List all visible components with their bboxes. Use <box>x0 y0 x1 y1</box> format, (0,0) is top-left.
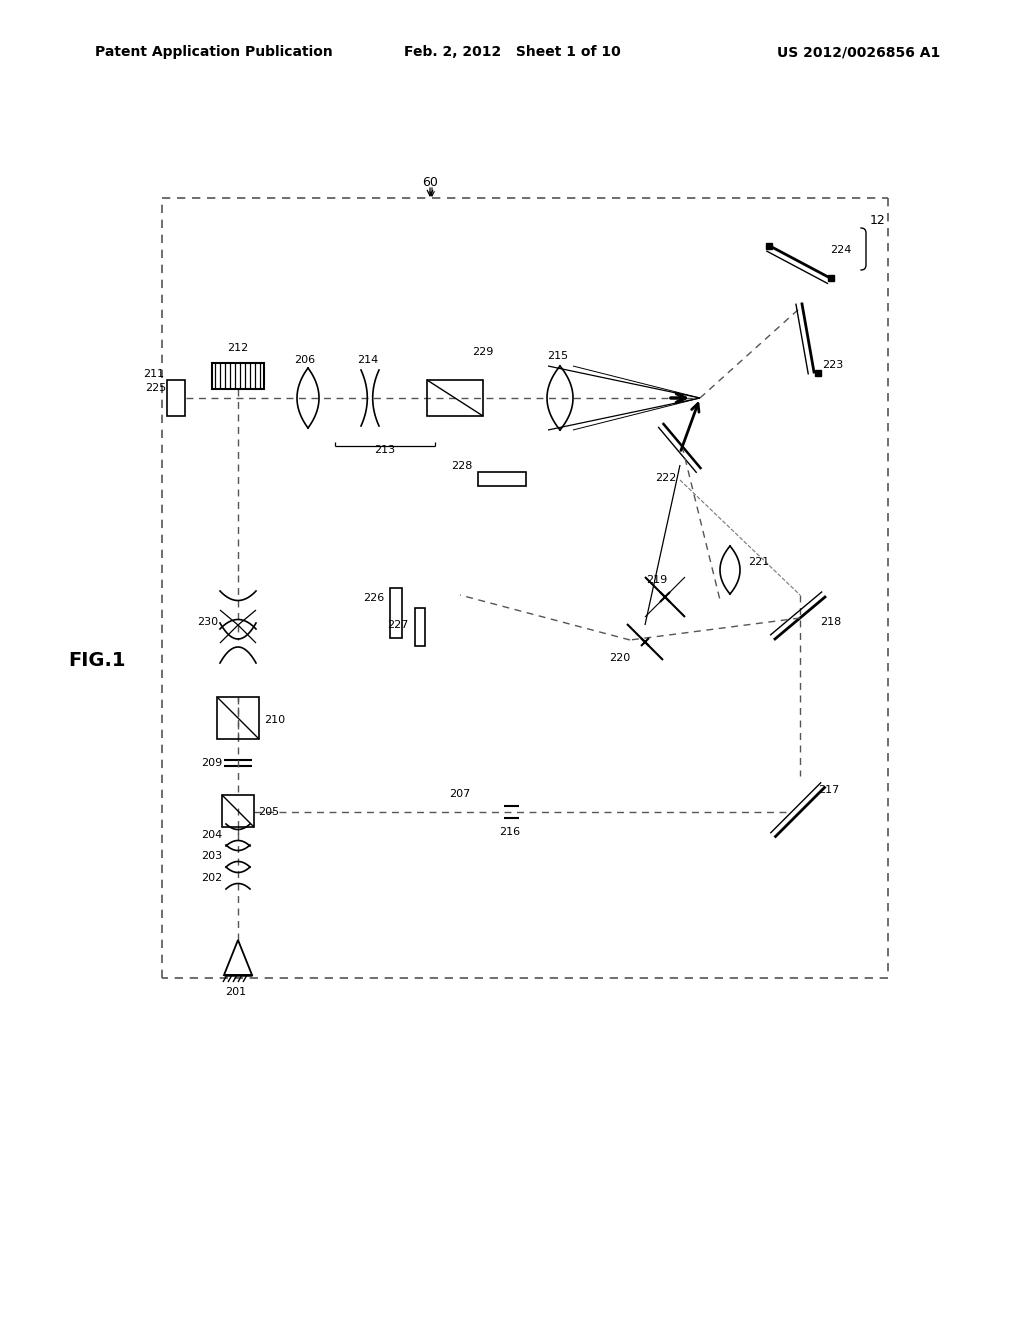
Text: 203: 203 <box>201 851 222 861</box>
Text: 12: 12 <box>870 214 886 227</box>
FancyBboxPatch shape <box>415 609 425 645</box>
Text: 207: 207 <box>450 789 471 799</box>
Text: 210: 210 <box>264 715 285 725</box>
Text: 201: 201 <box>225 987 247 997</box>
Text: US 2012/0026856 A1: US 2012/0026856 A1 <box>777 45 940 59</box>
Text: 221: 221 <box>748 557 769 568</box>
FancyBboxPatch shape <box>390 587 402 638</box>
Text: 206: 206 <box>295 355 315 366</box>
Text: 227: 227 <box>388 620 409 630</box>
Text: 215: 215 <box>548 351 568 360</box>
Text: 223: 223 <box>822 360 843 370</box>
Text: 230: 230 <box>197 616 218 627</box>
Text: 211: 211 <box>143 370 164 379</box>
Text: 228: 228 <box>451 461 472 471</box>
Text: 220: 220 <box>608 653 630 663</box>
Text: 225: 225 <box>144 383 166 393</box>
Text: 213: 213 <box>375 445 395 455</box>
Text: 219: 219 <box>646 576 668 585</box>
Text: 204: 204 <box>201 830 222 840</box>
Text: 222: 222 <box>655 473 677 483</box>
Text: Feb. 2, 2012   Sheet 1 of 10: Feb. 2, 2012 Sheet 1 of 10 <box>403 45 621 59</box>
Text: 60: 60 <box>422 176 438 189</box>
FancyBboxPatch shape <box>212 363 264 389</box>
Text: Patent Application Publication: Patent Application Publication <box>95 45 333 59</box>
FancyBboxPatch shape <box>478 473 526 486</box>
Text: 216: 216 <box>500 828 520 837</box>
Text: FIG.1: FIG.1 <box>68 651 126 669</box>
Text: 218: 218 <box>820 616 842 627</box>
Text: 202: 202 <box>201 873 222 883</box>
Text: 224: 224 <box>830 246 851 255</box>
Text: 226: 226 <box>362 593 384 603</box>
Text: 205: 205 <box>258 807 280 817</box>
Text: 214: 214 <box>357 355 379 366</box>
Text: 217: 217 <box>818 785 840 795</box>
Text: 229: 229 <box>472 347 494 356</box>
Text: 212: 212 <box>227 343 249 352</box>
Text: 209: 209 <box>201 758 222 768</box>
